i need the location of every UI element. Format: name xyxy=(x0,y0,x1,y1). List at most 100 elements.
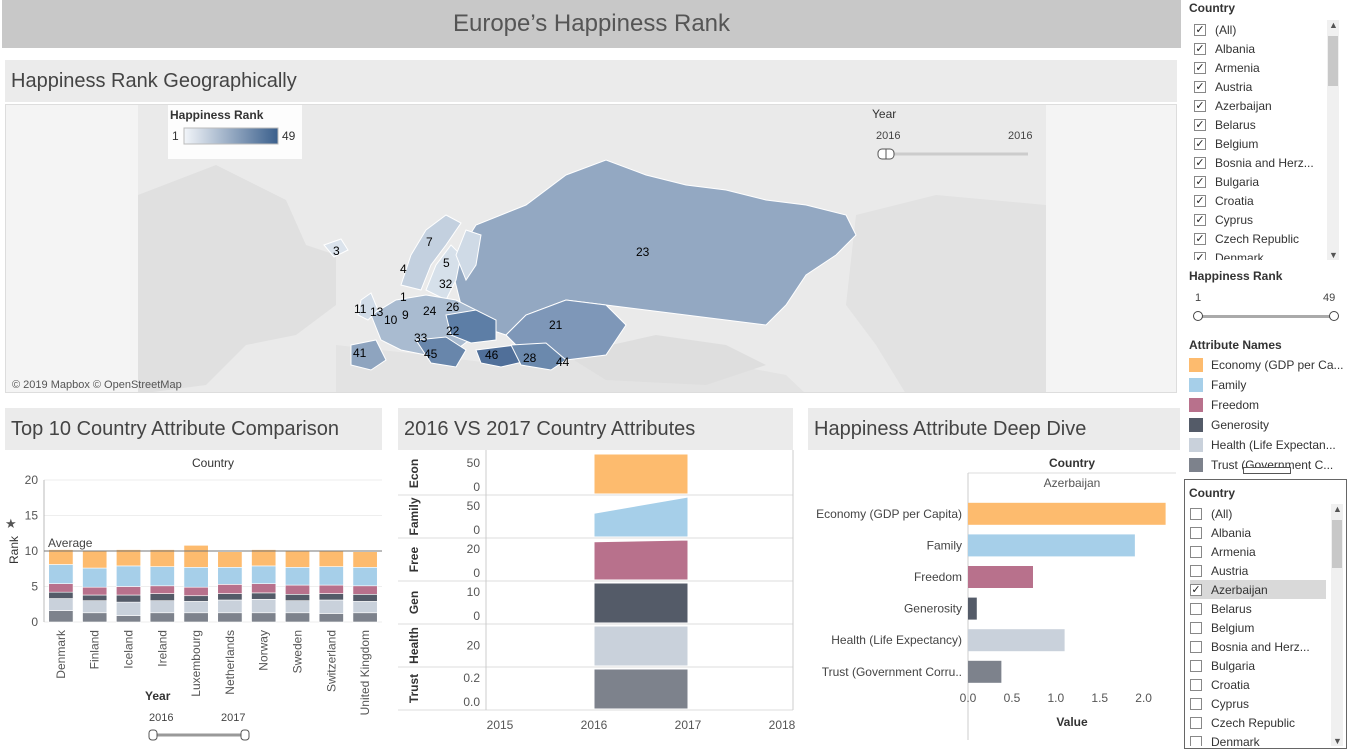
scroll-down-icon[interactable]: ▼ xyxy=(1333,736,1342,746)
checkbox-checked-icon[interactable]: ✓ xyxy=(1194,251,1206,260)
filter-option[interactable]: ✓ Denmark xyxy=(1194,248,1322,260)
bar-segment[interactable] xyxy=(251,565,277,584)
checkbox-checked-icon[interactable]: ✓ xyxy=(1194,175,1206,188)
checkbox-icon[interactable] xyxy=(1190,678,1202,691)
filter-option[interactable]: Belgium xyxy=(1190,618,1326,637)
vs-area[interactable] xyxy=(593,582,689,624)
bar-segment[interactable] xyxy=(116,549,141,567)
checkbox-checked-icon[interactable]: ✓ xyxy=(1194,118,1206,131)
bar-segment[interactable] xyxy=(352,594,378,602)
checkbox-checked-icon[interactable]: ✓ xyxy=(1194,80,1206,93)
checkbox-checked-icon[interactable]: ✓ xyxy=(1194,156,1206,169)
bar-segment[interactable] xyxy=(285,600,310,614)
bar-segment[interactable] xyxy=(116,594,141,603)
filter-option[interactable]: Croatia xyxy=(1190,675,1326,694)
filter-option[interactable]: Czech Republic xyxy=(1190,713,1326,732)
vs-area[interactable] xyxy=(593,496,689,538)
filter-option[interactable]: ✓ Albania xyxy=(1194,39,1322,58)
scroll-thumb[interactable] xyxy=(1328,36,1338,86)
bar-segment[interactable] xyxy=(285,584,310,595)
bar-segment[interactable] xyxy=(48,610,74,623)
checkbox-checked-icon[interactable]: ✓ xyxy=(1194,99,1206,112)
bar-segment[interactable] xyxy=(48,591,74,599)
top10-chart[interactable]: Country Rank ★ 0 5 10 15 20 Denmark Finland Icelan… xyxy=(0,450,390,750)
scroll-down-icon[interactable]: ▼ xyxy=(1329,250,1338,260)
checkbox-icon[interactable] xyxy=(1190,735,1202,746)
deep-bar[interactable] xyxy=(968,597,977,620)
bar-segment[interactable] xyxy=(318,584,344,594)
filter-option[interactable]: ✓ Austria xyxy=(1194,77,1322,96)
bar-segment[interactable] xyxy=(48,598,74,611)
deep-bar[interactable] xyxy=(968,566,1033,588)
bar-segment[interactable] xyxy=(318,593,344,601)
checkbox-icon[interactable] xyxy=(1190,602,1202,615)
bar-segment[interactable] xyxy=(285,567,310,586)
deep-bar[interactable] xyxy=(968,660,1002,683)
bar-segment[interactable] xyxy=(149,612,175,623)
bar-segment[interactable] xyxy=(318,613,344,623)
bar-segment[interactable] xyxy=(217,593,243,601)
filter-option[interactable]: ✓ Azerbaijan xyxy=(1194,96,1322,115)
bar-segment[interactable] xyxy=(183,545,209,568)
bar-segment[interactable] xyxy=(352,551,378,568)
bar-segment[interactable] xyxy=(217,551,243,568)
country-filter-scrollbar[interactable]: ▲ ▼ xyxy=(1327,20,1339,260)
bar-segment[interactable] xyxy=(48,564,74,584)
bar-segment[interactable] xyxy=(149,549,175,567)
checkbox-icon[interactable] xyxy=(1190,640,1202,653)
deep-bar[interactable] xyxy=(968,534,1135,557)
bar-segment[interactable] xyxy=(149,585,175,594)
filter-option[interactable]: ✓ Armenia xyxy=(1194,58,1322,77)
checkbox-checked-icon[interactable]: ✓ xyxy=(1194,42,1206,55)
checkbox-icon[interactable] xyxy=(1190,659,1202,672)
bar-segment[interactable] xyxy=(352,585,378,595)
bar-segment[interactable] xyxy=(251,549,277,567)
bar-segment[interactable] xyxy=(82,567,108,588)
bar-segment[interactable] xyxy=(183,601,209,614)
vs-area[interactable] xyxy=(593,625,689,667)
filter-option[interactable]: ✓ Belgium xyxy=(1194,134,1322,153)
bar-segment[interactable] xyxy=(217,612,243,623)
filter-option[interactable]: Cyprus xyxy=(1190,694,1326,713)
checkbox-checked-icon[interactable]: ✓ xyxy=(1194,194,1206,207)
bar-segment[interactable] xyxy=(251,598,277,614)
filter-option[interactable]: Armenia xyxy=(1190,542,1326,561)
bar-segment[interactable] xyxy=(251,612,277,623)
bar-segment[interactable] xyxy=(352,601,378,614)
filter-option[interactable]: Denmark xyxy=(1190,732,1326,746)
bar-segment[interactable] xyxy=(82,594,108,602)
top10-year-max-handle[interactable] xyxy=(240,729,250,741)
checkbox-checked-icon[interactable]: ✓ xyxy=(1190,583,1202,596)
country-select-filter[interactable]: Country (All) Albania Armenia Austria ✓ Azerb… xyxy=(1184,479,1347,749)
deep-bar[interactable] xyxy=(968,502,1166,525)
bar-segment[interactable] xyxy=(183,567,209,588)
rank-filter[interactable]: Happiness Rank 1 49 xyxy=(1189,268,1344,328)
filter-option[interactable]: Belarus xyxy=(1190,599,1326,618)
filter-option[interactable]: ✓ (All) xyxy=(1194,20,1322,39)
filter-option[interactable]: ✓ Bulgaria xyxy=(1194,172,1322,191)
bar-segment[interactable] xyxy=(116,565,141,587)
scroll-up-icon[interactable]: ▲ xyxy=(1329,20,1338,30)
filter-option[interactable]: (All) xyxy=(1190,504,1326,523)
rank-filter-min-handle[interactable] xyxy=(1193,311,1203,321)
bar-segment[interactable] xyxy=(183,612,209,623)
scroll-up-icon[interactable]: ▲ xyxy=(1333,504,1342,514)
checkbox-checked-icon[interactable]: ✓ xyxy=(1194,61,1206,74)
bar-segment[interactable] xyxy=(183,586,209,597)
checkbox-checked-icon[interactable]: ✓ xyxy=(1194,137,1206,150)
happiness-map[interactable]: 3 7 4 5 32 23 26 24 9 13 10 1 11 22 21 3… xyxy=(5,104,1177,393)
bar-segment[interactable] xyxy=(251,592,277,600)
bar-segment[interactable] xyxy=(318,566,344,586)
filter-option[interactable]: ✓ Belarus xyxy=(1194,115,1322,134)
deep-chart[interactable]: Country Azerbaijan Economy (GDP per Capita… xyxy=(808,450,1182,740)
filter-option[interactable]: Bosnia and Herz... xyxy=(1190,637,1326,656)
checkbox-icon[interactable] xyxy=(1190,526,1202,539)
checkbox-icon[interactable] xyxy=(1190,564,1202,577)
bar-segment[interactable] xyxy=(82,600,108,614)
bar-segment[interactable] xyxy=(285,550,310,568)
vs-area[interactable] xyxy=(593,668,689,710)
bar-segment[interactable] xyxy=(149,593,175,602)
bar-segment[interactable] xyxy=(285,612,310,623)
filter-option[interactable]: Albania xyxy=(1190,523,1326,542)
map-canvas[interactable]: 3 7 4 5 32 23 26 24 9 13 10 1 11 22 21 3… xyxy=(6,105,1177,393)
